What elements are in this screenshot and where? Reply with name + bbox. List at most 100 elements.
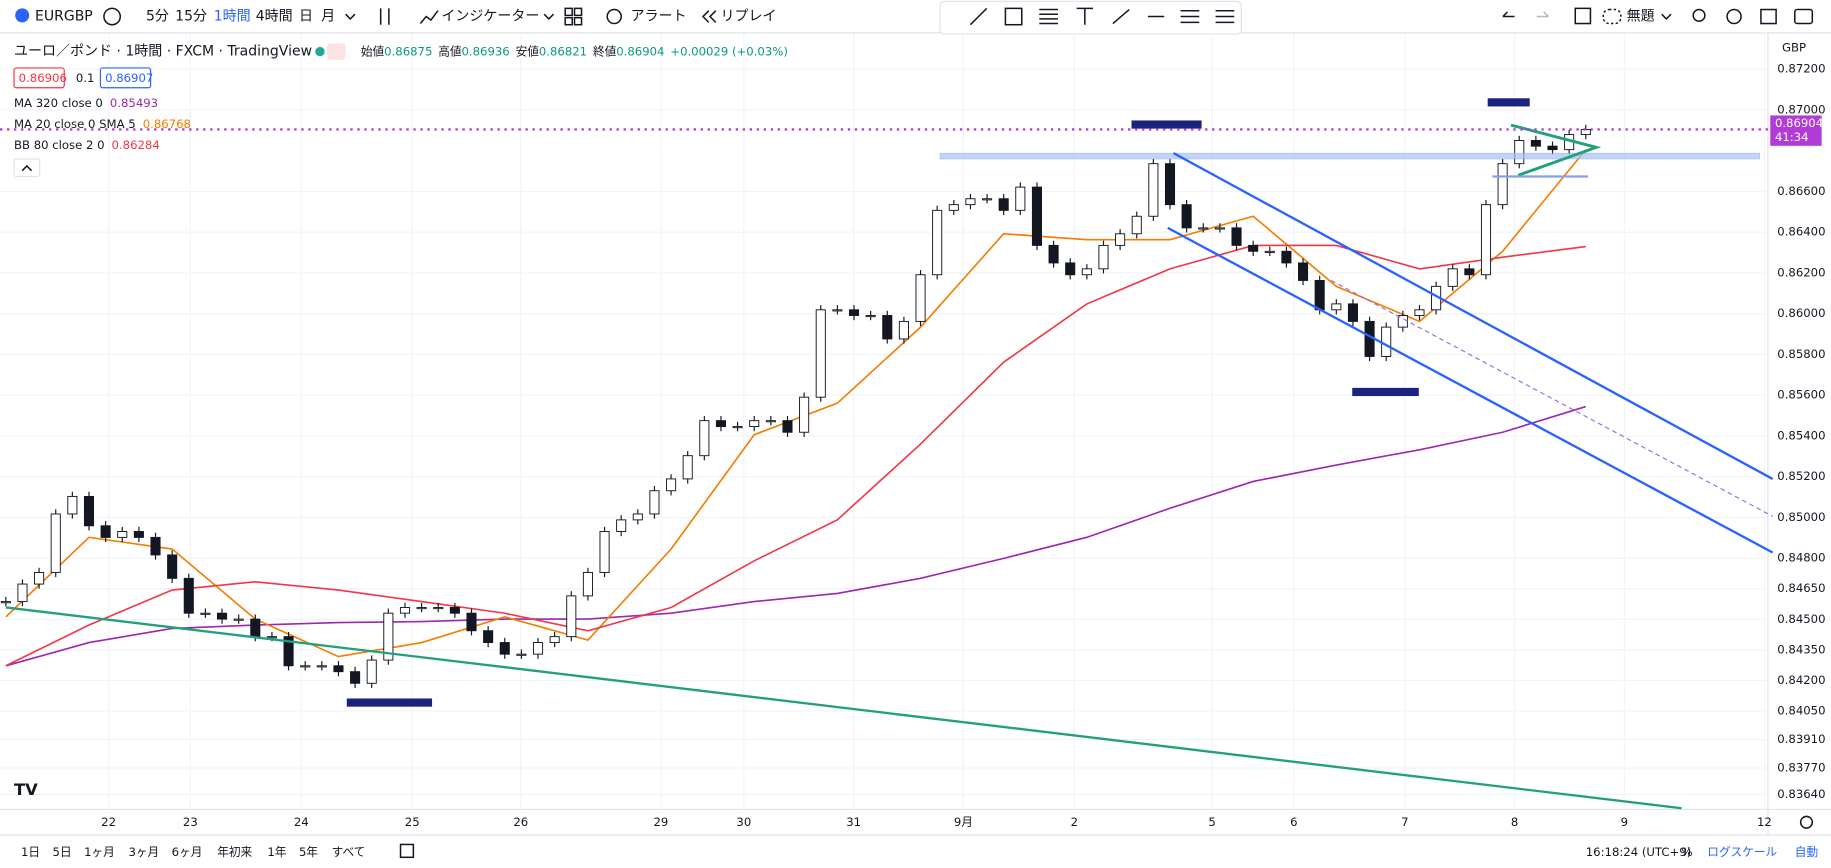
indicator-name: MA 20 close 0 SMA 5 (14, 116, 136, 130)
candle-body (649, 490, 660, 515)
range-button[interactable]: すべて (332, 845, 366, 859)
indicators-button[interactable]: インジケーター (441, 9, 539, 25)
channel-median[interactable] (1330, 279, 1773, 517)
range-button[interactable]: 6ヶ月 (172, 845, 203, 859)
log-scale[interactable]: ログスケール (1707, 845, 1777, 859)
data-status (326, 43, 346, 60)
replay-button[interactable]: リプレイ (720, 9, 776, 25)
candle-body (1331, 303, 1342, 311)
indicators-menu[interactable] (543, 13, 555, 20)
chart-title: ユーロ／ポンド · 1時間 · FXCM · TradingView (14, 44, 312, 60)
fib-tool[interactable] (1039, 8, 1058, 25)
settings-tool[interactable] (1215, 9, 1235, 24)
range-button[interactable]: 1日 (21, 845, 40, 859)
candle-body (283, 636, 294, 667)
resistance-zone[interactable] (939, 152, 1761, 160)
alert-button[interactable]: アラート (631, 9, 687, 25)
text-tool[interactable] (1076, 7, 1093, 25)
candle-body (83, 495, 95, 527)
templates[interactable] (564, 7, 573, 17)
range-button[interactable]: 3ヶ月 (128, 845, 159, 859)
currency[interactable]: GBP (1782, 41, 1806, 55)
fullscreen[interactable] (1760, 8, 1777, 25)
y-tick-label: 0.85000 (1777, 510, 1825, 524)
collapse-legend[interactable] (13, 158, 41, 178)
path-tool[interactable] (1112, 8, 1130, 25)
candle-body (765, 420, 776, 423)
range-button[interactable]: 1年 (267, 845, 286, 859)
range-button[interactable]: 1ヶ月 (84, 845, 115, 859)
channel-lower[interactable] (1167, 226, 1774, 554)
ohlc: 始値0.86875 高値0.86936 安値0.86821 終値0.86904 +0.0… (361, 44, 788, 58)
candle-body (416, 607, 427, 610)
x-tick-label: 5 (1208, 815, 1215, 829)
bid-box[interactable] (13, 67, 65, 89)
candle-body (516, 653, 527, 656)
y-tick-label: 0.85600 (1777, 388, 1825, 402)
interval-menu[interactable] (345, 13, 356, 20)
candle-body (1098, 244, 1109, 270)
triangle[interactable] (1510, 123, 1602, 177)
range-button[interactable]: 5日 (53, 845, 72, 859)
indicator-line (5, 244, 1586, 667)
interval-active[interactable]: 1時間 (214, 9, 251, 25)
add-symbol[interactable] (103, 7, 122, 26)
ask-box[interactable] (99, 67, 152, 89)
layout-menu[interactable] (1661, 13, 1672, 20)
candle-body (965, 198, 976, 206)
axis-settings[interactable] (1799, 815, 1814, 829)
candle-body (1547, 145, 1558, 151)
interval[interactable]: 日 (299, 9, 313, 25)
ohlc-value: 0.86875 (384, 44, 432, 58)
channel-upper[interactable] (1173, 152, 1774, 480)
rectangle-tool[interactable] (1004, 7, 1023, 26)
candle-body (1031, 186, 1042, 246)
bid: 0.86906 (19, 71, 67, 85)
settings[interactable] (1726, 8, 1742, 25)
series (0, 124, 1591, 688)
select-all[interactable] (1574, 7, 1592, 25)
x-tick-label: 29 (654, 815, 669, 829)
candle-body (815, 309, 826, 398)
auto-scale[interactable]: 自動 (1795, 845, 1818, 859)
y-tick-label: 0.84500 (1777, 612, 1825, 626)
candle-body (1015, 186, 1026, 211)
ohlc-value: 0.86936 (462, 44, 510, 58)
parallel-tool[interactable] (1180, 9, 1200, 24)
candle-body (17, 583, 28, 603)
last-price: 0.86904 (1775, 116, 1823, 130)
interval[interactable]: 月 (321, 9, 335, 25)
symbol[interactable]: EURGBP (35, 9, 93, 25)
snapshot[interactable] (1794, 8, 1814, 25)
candle-body (1131, 215, 1142, 235)
interval[interactable]: 15分 (175, 9, 207, 25)
marker[interactable] (346, 698, 433, 707)
toolbar (0, 0, 1831, 33)
interval[interactable]: 4時間 (256, 9, 293, 25)
undo[interactable] (1502, 11, 1515, 18)
marker[interactable] (1131, 120, 1202, 129)
candle-body (632, 513, 643, 521)
range-button[interactable]: 年初来 (217, 845, 252, 859)
chart-type[interactable] (379, 8, 390, 25)
date-range[interactable] (399, 843, 415, 859)
percent[interactable]: % (1682, 845, 1693, 859)
countdown: 41:34 (1775, 130, 1809, 144)
trend-line[interactable] (5, 606, 1682, 810)
candle-body (1298, 262, 1309, 281)
trend-line-tool[interactable] (969, 7, 988, 26)
marker[interactable] (1352, 387, 1419, 397)
marker[interactable] (1487, 98, 1530, 107)
candle-body (1115, 233, 1126, 246)
indicator-line (5, 405, 1587, 667)
ohlc-value: 0.86904 (616, 44, 664, 58)
y-tick-label: 0.83910 (1777, 732, 1825, 746)
search[interactable] (1692, 8, 1706, 22)
candle-body (1164, 163, 1176, 206)
range-button[interactable]: 5年 (299, 845, 318, 859)
layout-name[interactable]: 無題 (1627, 9, 1655, 25)
candle-body (616, 519, 627, 532)
interval[interactable]: 5分 (146, 9, 169, 25)
redo[interactable] (1536, 11, 1549, 18)
y-tick-label: 0.85400 (1777, 428, 1825, 442)
